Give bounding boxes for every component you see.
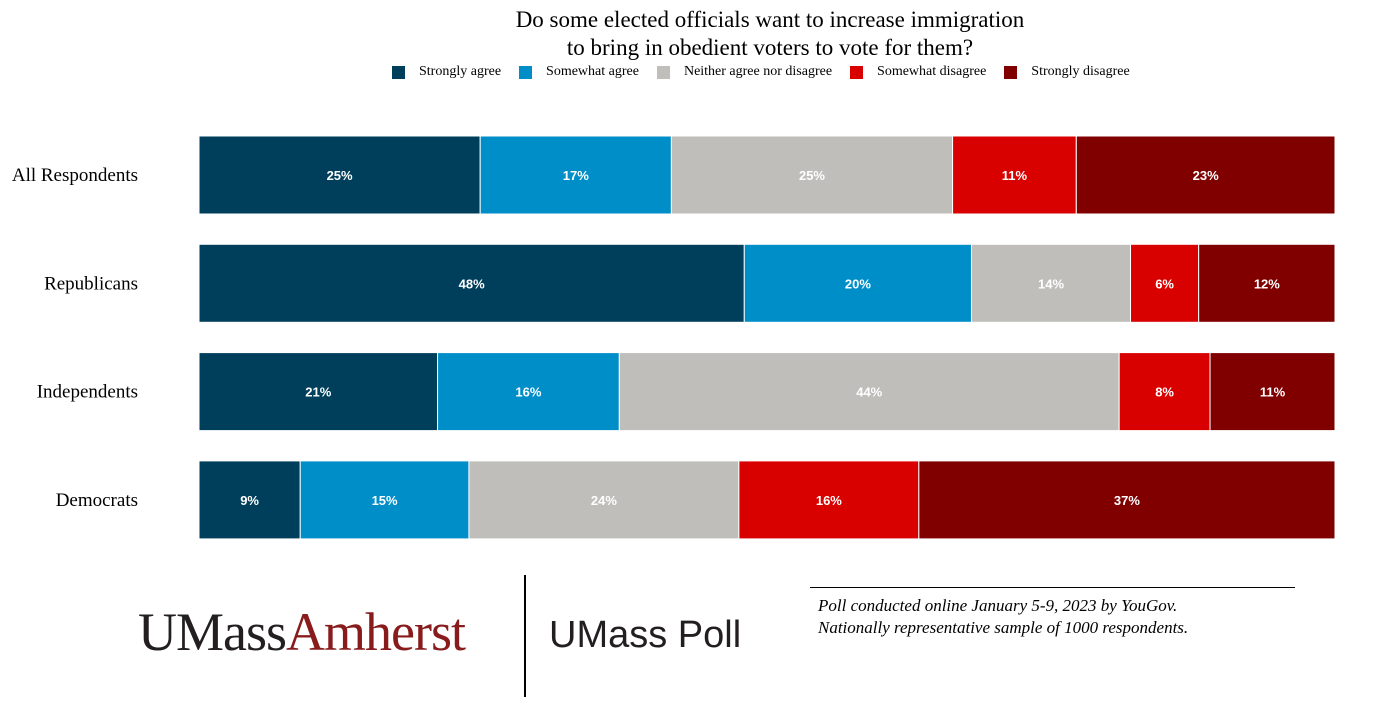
data-label-independents-somewhat-disagree: 8% <box>1155 385 1174 400</box>
legend-item-somewhat-disagree: Somewhat disagree <box>850 64 986 80</box>
data-label-republicans-somewhat-disagree: 6% <box>1155 276 1174 291</box>
bar-all-respondents-somewhat-disagree <box>952 135 1077 215</box>
data-label-democrats-neither-agree-nor-disagree: 24% <box>591 493 617 508</box>
category-label-republicans: Republicans <box>44 273 138 294</box>
bar-all-respondents-neither-agree-nor-disagree <box>670 135 954 215</box>
bar-republicans-somewhat-disagree <box>1130 243 1200 323</box>
data-label-independents-somewhat-agree: 16% <box>515 385 541 400</box>
data-label-republicans-strongly-disagree: 12% <box>1254 276 1280 291</box>
chart-title-line-1: Do some elected officials want to increa… <box>515 7 1025 32</box>
data-label-republicans-somewhat-agree: 20% <box>845 276 871 291</box>
bar-democrats-somewhat-disagree <box>738 460 920 540</box>
bar-all-respondents-strongly-agree <box>198 135 481 215</box>
umass-amherst-logo: UMassAmherst <box>138 600 466 664</box>
chart-title: Do some elected officials want to increa… <box>420 6 1120 62</box>
legend-swatch-strongly-disagree <box>1004 65 1018 79</box>
category-label-democrats: Democrats <box>56 490 138 511</box>
category-label-independents: Independents <box>37 382 138 403</box>
data-label-republicans-neither-agree-nor-disagree: 14% <box>1038 276 1064 291</box>
data-label-independents-strongly-disagree: 11% <box>1260 385 1286 400</box>
bar-independents-strongly-agree <box>198 352 439 432</box>
stacked-bar-chart: All Respondents 25% 17% 25% 11% 23% Republican… <box>12 135 1336 540</box>
data-label-all-respondents-neither-agree-nor-disagree: 25% <box>799 168 825 183</box>
logo-amherst-text: Amherst <box>286 602 466 662</box>
bar-democrats-somewhat-agree <box>299 460 470 540</box>
bar-independents-neither-agree-nor-disagree <box>618 352 1120 432</box>
legend-swatch-neither-agree-nor-disagree <box>656 65 670 79</box>
bar-democrats-strongly-disagree <box>918 460 1336 540</box>
bar-republicans-somewhat-agree <box>743 243 972 323</box>
bar-democrats-strongly-agree <box>198 460 301 540</box>
legend-item-strongly-disagree: Strongly disagree <box>1004 64 1130 80</box>
data-label-republicans-strongly-agree: 48% <box>459 276 485 291</box>
data-label-all-respondents-somewhat-agree: 17% <box>563 168 589 183</box>
legend-item-strongly-agree: Strongly agree <box>392 64 501 80</box>
chart-title-line-2: to bring in obedient voters to vote for … <box>566 35 974 60</box>
legend-swatch-somewhat-agree <box>519 65 533 79</box>
data-label-all-respondents-somewhat-disagree: 11% <box>1002 168 1028 183</box>
poll-note-line-1: Poll conducted online January 5-9, 2023 … <box>818 596 1178 615</box>
legend-label-somewhat-disagree: Somewhat disagree <box>877 64 987 79</box>
legend-swatch-somewhat-disagree <box>850 65 864 79</box>
poll-note: Poll conducted online January 5-9, 2023 … <box>818 595 1188 639</box>
data-label-democrats-somewhat-disagree: 16% <box>816 493 842 508</box>
bar-independents-somewhat-disagree <box>1118 352 1211 432</box>
note-rule <box>810 587 1295 588</box>
legend-label-strongly-agree: Strongly agree <box>419 64 502 79</box>
data-label-democrats-somewhat-agree: 15% <box>372 493 398 508</box>
data-label-independents-neither-agree-nor-disagree: 44% <box>856 385 882 400</box>
footer-divider <box>524 575 526 697</box>
bar-democrats-neither-agree-nor-disagree <box>468 460 740 540</box>
legend-item-somewhat-agree: Somewhat agree <box>519 64 639 80</box>
bar-independents-strongly-disagree <box>1209 352 1336 432</box>
chart-legend: Strongly agree Somewhat agree Neither agre… <box>392 64 1148 80</box>
legend-swatch-strongly-agree <box>392 65 405 79</box>
legend-item-neither-agree-nor-disagree: Neither agree nor disagree <box>656 64 833 80</box>
data-label-all-respondents-strongly-agree: 25% <box>327 168 353 183</box>
poll-note-line-2: Nationally representative sample of 1000… <box>818 618 1189 637</box>
bar-republicans-strongly-agree <box>198 243 745 323</box>
umass-poll-label: UMass Poll <box>549 614 742 656</box>
bar-independents-somewhat-agree <box>437 352 620 432</box>
bar-all-respondents-strongly-disagree <box>1075 135 1336 215</box>
legend-label-strongly-disagree: Strongly disagree <box>1031 64 1130 79</box>
data-label-independents-strongly-agree: 21% <box>305 385 331 400</box>
logo-umass-text: UMass <box>138 602 287 662</box>
data-label-democrats-strongly-agree: 9% <box>240 493 259 508</box>
category-label-all-respondents: All Respondents <box>12 165 138 186</box>
data-label-all-respondents-strongly-disagree: 23% <box>1193 168 1219 183</box>
bar-republicans-strongly-disagree <box>1198 243 1336 323</box>
legend-label-neither-agree-nor-disagree: Neither agree nor disagree <box>683 64 833 79</box>
data-label-democrats-strongly-disagree: 37% <box>1114 493 1140 508</box>
legend-label-somewhat-agree: Somewhat agree <box>546 64 639 79</box>
bar-republicans-neither-agree-nor-disagree <box>970 243 1132 323</box>
